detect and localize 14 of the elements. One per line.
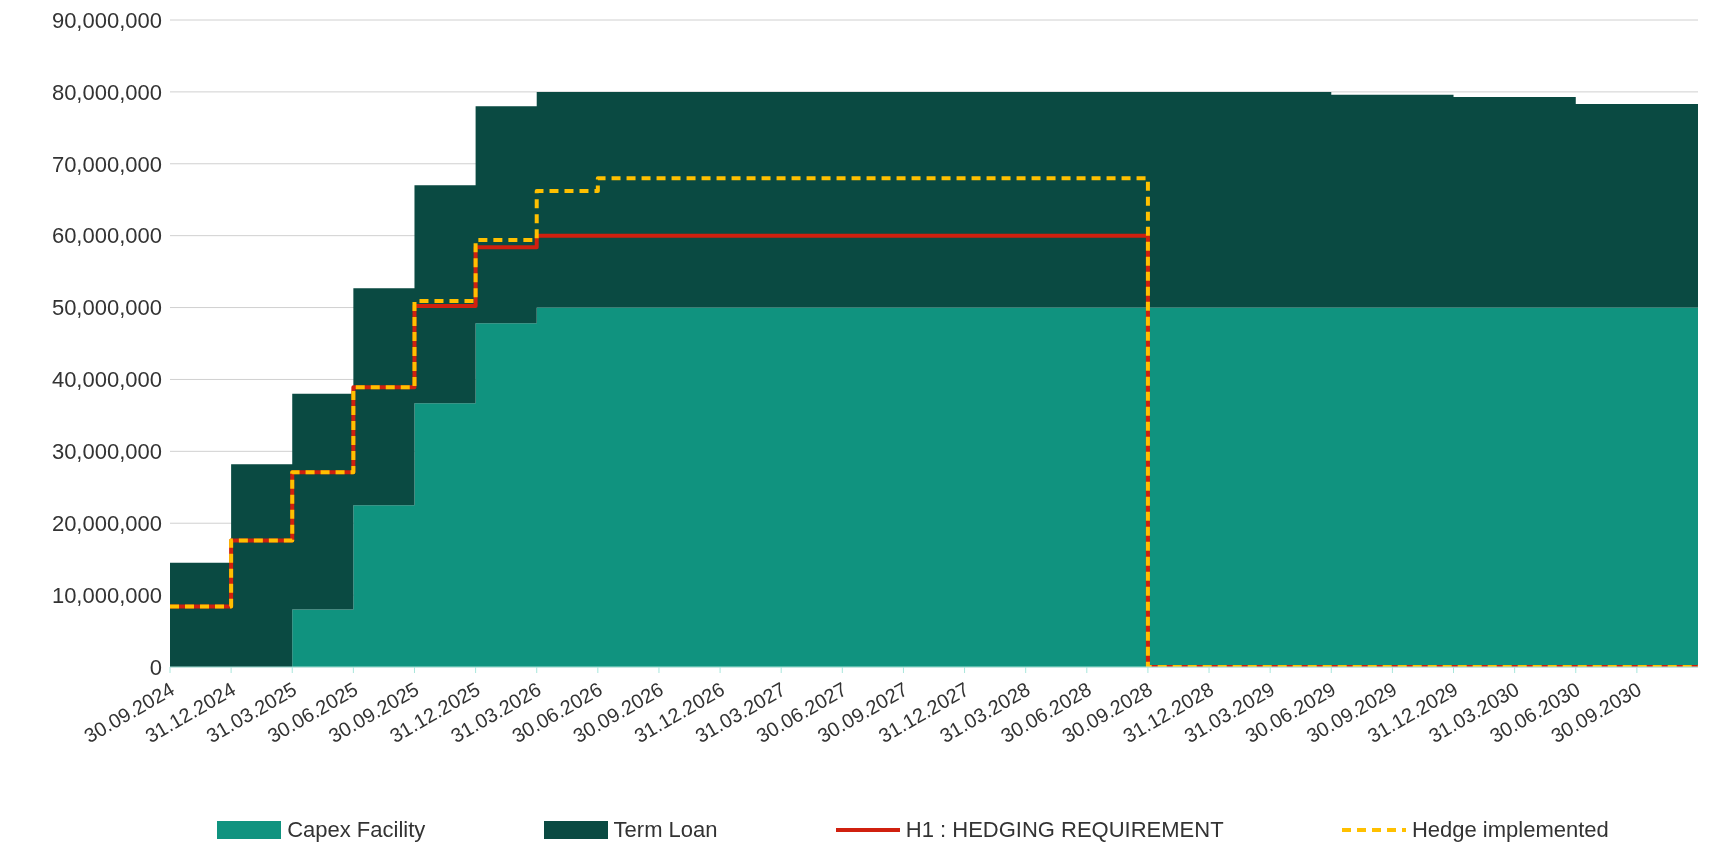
legend-label: Term Loan: [613, 817, 718, 843]
legend-label: Capex Facility: [287, 817, 426, 843]
y-tick-label: 0: [149, 654, 162, 680]
y-tick-label: 30,000,000: [51, 439, 162, 465]
y-tick-label: 90,000,000: [51, 7, 162, 33]
y-tick-label: 20,000,000: [51, 511, 162, 537]
y-tick-label: 70,000,000: [51, 151, 162, 177]
y-tick-label: 80,000,000: [51, 79, 162, 105]
legend-label: H1 : HEDGING REQUIREMENT: [905, 817, 1224, 843]
y-tick-label: 50,000,000: [51, 295, 162, 321]
legend-label: Hedge implemented: [1411, 817, 1609, 843]
y-tick-label: 60,000,000: [51, 223, 162, 249]
y-tick-label: 10,000,000: [51, 582, 162, 608]
y-tick-label: 40,000,000: [51, 367, 162, 393]
